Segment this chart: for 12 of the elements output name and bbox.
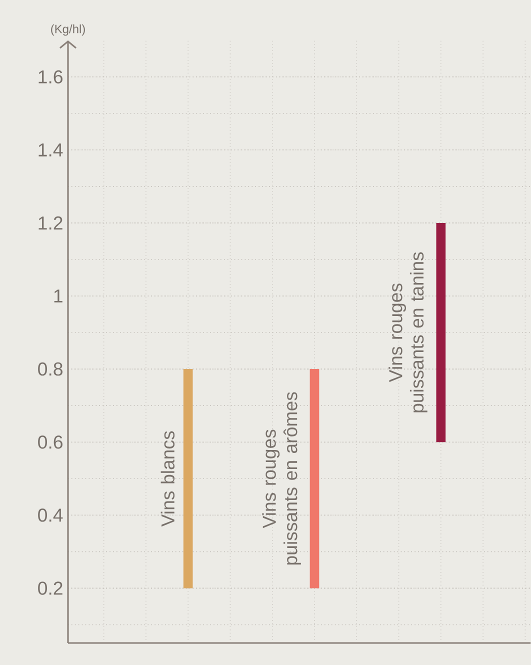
- y-tick-label: 1.4: [38, 143, 63, 156]
- y-tick-label: 0.4: [38, 508, 63, 522]
- y-tick-label: 1: [54, 290, 62, 302]
- y-tick-label: 0.8: [38, 362, 62, 376]
- y-tick-label: 0.6: [38, 435, 62, 449]
- x-tick-label: Vins rouges puissants en arômes: [262, 392, 301, 565]
- y-tick-label: 1.6: [38, 70, 62, 84]
- y-tick-label: 0.2: [38, 582, 62, 595]
- y-tick-label: 1.2: [38, 216, 62, 230]
- y-axis-title: (Kg/hl): [50, 24, 85, 36]
- x-tick-label: Vins rouges puissants en tanins: [388, 252, 428, 412]
- x-tick-label: Vins blancs: [160, 431, 174, 527]
